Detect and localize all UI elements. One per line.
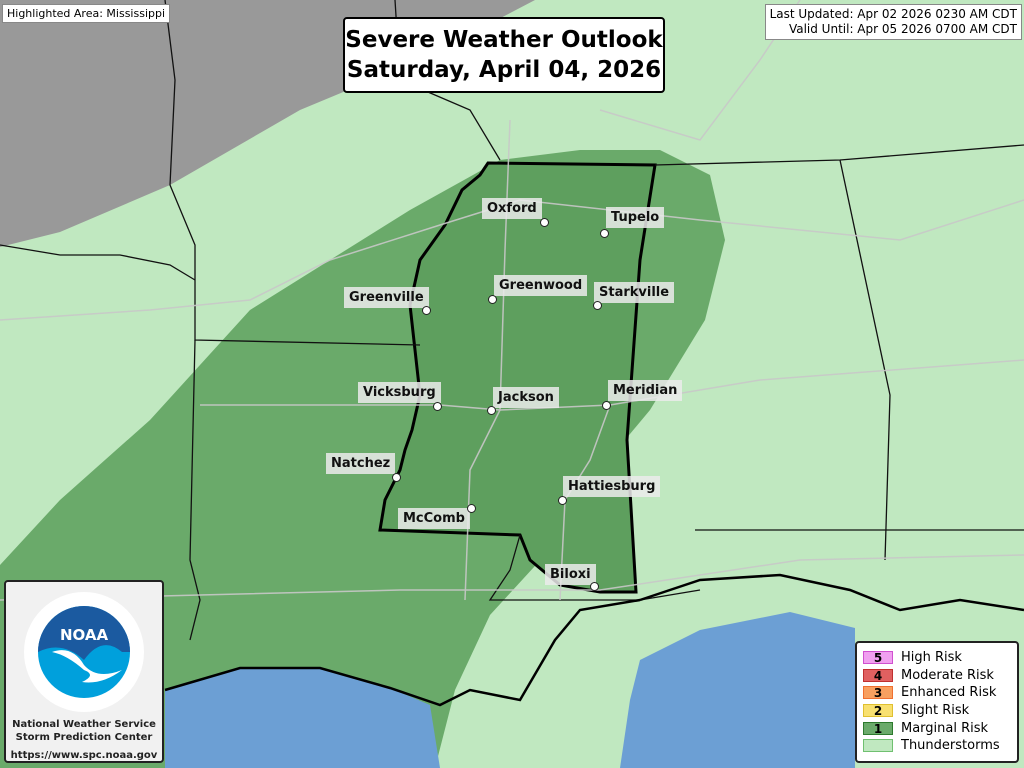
city-label: Biloxi	[545, 564, 596, 585]
legend-label: Enhanced Risk	[901, 685, 997, 701]
legend-swatch: 3	[863, 686, 893, 700]
city-dot	[433, 402, 442, 411]
gulf-water	[165, 612, 855, 768]
city-label: Natchez	[326, 453, 396, 474]
timestamps: Last Updated: Apr 02 2026 0230 AM CDT Va…	[764, 4, 1022, 40]
valid-until: Valid Until: Apr 05 2026 0700 AM CDT	[788, 22, 1017, 36]
city-dot	[487, 406, 496, 415]
city-dot	[488, 295, 497, 304]
spc-label: Storm Prediction Center	[15, 732, 153, 743]
city-label: Greenwood	[494, 275, 588, 296]
city-label: Meridian	[608, 380, 683, 401]
city-dot	[593, 301, 602, 310]
legend-item-thunderstorms: Thunderstorms	[863, 737, 1017, 755]
city-dot	[467, 504, 476, 513]
spc-url: https://www.spc.noaa.gov	[10, 750, 158, 761]
city-dot	[422, 306, 431, 315]
nws-label: National Weather Service	[12, 719, 156, 730]
city-label: Vicksburg	[358, 382, 441, 403]
state-boundaries	[0, 0, 1024, 641]
title-line1: Severe Weather Outlook	[345, 27, 663, 53]
legend-label: Slight Risk	[901, 703, 970, 719]
legend-swatch	[863, 739, 893, 753]
city-dot	[600, 229, 609, 238]
legend-swatch: 4	[863, 668, 893, 682]
svg-text:NOAA: NOAA	[60, 626, 109, 644]
city-dot	[540, 218, 549, 227]
noaa-logo: NOAA	[24, 592, 144, 712]
legend-item-moderate: 4 Moderate Risk	[863, 667, 1017, 685]
legend-item-slight: 2 Slight Risk	[863, 702, 1017, 720]
legend-item-high: 5 High Risk	[863, 649, 1017, 667]
legend-swatch: 1	[863, 721, 893, 735]
legend-label: Moderate Risk	[901, 667, 994, 683]
city-dot	[558, 496, 567, 505]
last-updated: Last Updated: Apr 02 2026 0230 AM CDT	[769, 7, 1017, 21]
risk-legend: 5 High Risk 4 Moderate Risk 3 Enhanced Risk…	[855, 641, 1019, 763]
coastline	[164, 573, 1024, 707]
city-label: Hattiesburg	[563, 476, 661, 497]
page-title: Severe Weather Outlook Saturday, April 0…	[343, 17, 665, 93]
city-label: Greenville	[344, 287, 429, 308]
legend-item-enhanced: 3 Enhanced Risk	[863, 684, 1017, 702]
title-line2: Saturday, April 04, 2026	[346, 57, 662, 83]
legend-swatch: 2	[863, 704, 893, 718]
legend-label: High Risk	[901, 650, 962, 666]
city-dot	[392, 473, 401, 482]
noaa-logo-panel: NOAA National Weather Service Storm Pred…	[4, 580, 164, 763]
highlighted-area-label: Highlighted Area: Mississippi	[2, 4, 171, 23]
legend-label: Marginal Risk	[901, 720, 989, 736]
city-label: Oxford	[482, 198, 542, 219]
city-dot	[602, 401, 611, 410]
legend-label: Thunderstorms	[901, 738, 1000, 754]
city-label: McComb	[398, 508, 470, 529]
city-dot	[590, 582, 599, 591]
city-label: Starkville	[594, 282, 675, 303]
legend-item-marginal: 1 Marginal Risk	[863, 719, 1017, 737]
city-label: Tupelo	[606, 207, 665, 228]
legend-swatch: 5	[863, 651, 893, 665]
city-label: Jackson	[493, 387, 559, 408]
